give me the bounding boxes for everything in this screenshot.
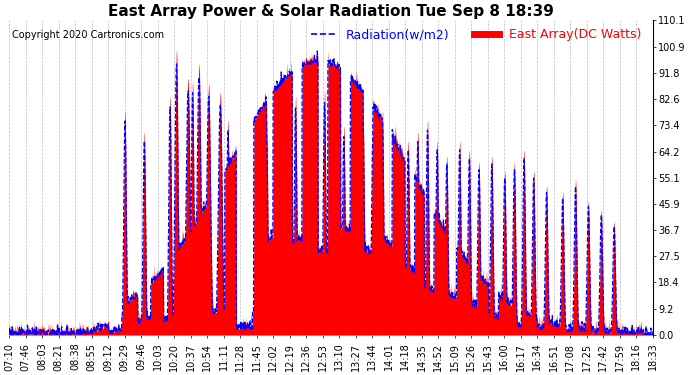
Legend: Radiation(w/m2), East Array(DC Watts): Radiation(w/m2), East Array(DC Watts) [306,23,647,46]
Title: East Array Power & Solar Radiation Tue Sep 8 18:39: East Array Power & Solar Radiation Tue S… [108,4,554,19]
Text: Copyright 2020 Cartronics.com: Copyright 2020 Cartronics.com [12,30,164,40]
